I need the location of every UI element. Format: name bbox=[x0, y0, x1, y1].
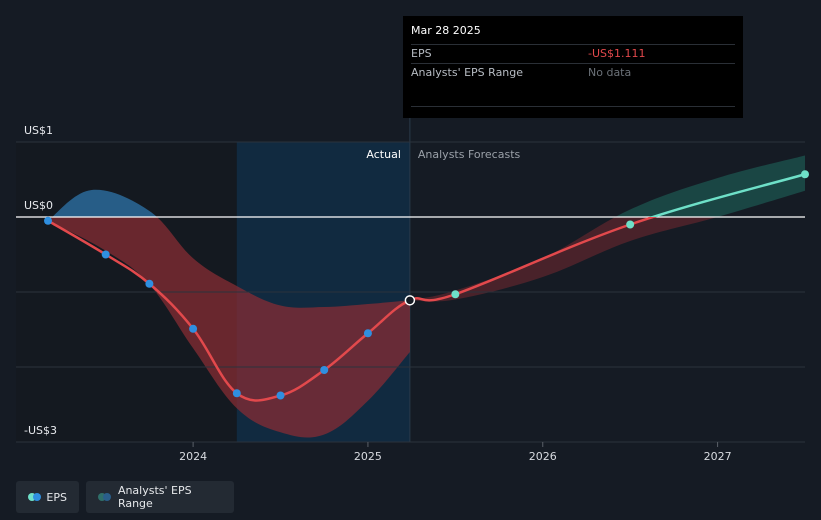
tooltip-eps-row: EPS -US$1.111 bbox=[411, 44, 735, 63]
eps-point-actual bbox=[101, 250, 110, 259]
legend-eps-label: EPS bbox=[46, 490, 67, 504]
tooltip-range-row: Analysts' EPS Range No data bbox=[411, 63, 735, 82]
eps-range-past-positive bbox=[52, 189, 157, 217]
eps-point-actual bbox=[276, 391, 285, 400]
forecast-label: Analysts Forecasts bbox=[418, 148, 521, 161]
eps-point-actual bbox=[232, 389, 241, 398]
tooltip-range-label: Analysts' EPS Range bbox=[411, 66, 524, 79]
y-tick-label: US$0 bbox=[24, 199, 53, 212]
tooltip-eps-value: -US$1.111 bbox=[588, 47, 646, 60]
tooltip-range-value: No data bbox=[588, 66, 632, 79]
eps-dots-icon bbox=[28, 493, 41, 501]
tooltip-divider bbox=[411, 106, 735, 107]
tooltip-date: Mar 28 2025 bbox=[411, 24, 481, 37]
eps-point-actual bbox=[320, 366, 329, 374]
eps-point-actual bbox=[189, 324, 198, 333]
eps-point-forecast bbox=[451, 290, 460, 299]
x-tick-label: 2024 bbox=[179, 450, 207, 463]
x-tick-label: 2027 bbox=[704, 450, 732, 463]
eps-point-actual bbox=[363, 329, 372, 338]
eps-point-current bbox=[404, 295, 416, 306]
eps-point-actual bbox=[145, 279, 154, 288]
eps-range-past-negative bbox=[48, 217, 410, 438]
legend-eps-button[interactable]: EPS bbox=[16, 481, 79, 513]
actual-label: Actual bbox=[366, 148, 400, 161]
eps-range-forecast-negative bbox=[409, 217, 718, 302]
legend-range-label: Analysts' EPS Range bbox=[117, 484, 192, 510]
legend-range-button[interactable]: Analysts' EPS Range bbox=[86, 481, 234, 513]
eps-range-forecast-positive bbox=[615, 155, 805, 217]
y-tick-label: -US$3 bbox=[24, 424, 57, 437]
eps-point-actual bbox=[44, 216, 52, 225]
x-tick-label: 2026 bbox=[529, 450, 557, 463]
tooltip-eps-label: EPS bbox=[411, 47, 432, 60]
x-tick-label: 2025 bbox=[354, 450, 382, 463]
tooltip: Mar 28 2025 EPS -US$1.111 Analysts' EPS … bbox=[403, 16, 743, 118]
range-dots-icon bbox=[98, 493, 112, 501]
eps-point-forecast bbox=[801, 170, 809, 179]
y-tick-label: US$1 bbox=[24, 124, 53, 137]
eps-point-forecast bbox=[626, 220, 635, 229]
